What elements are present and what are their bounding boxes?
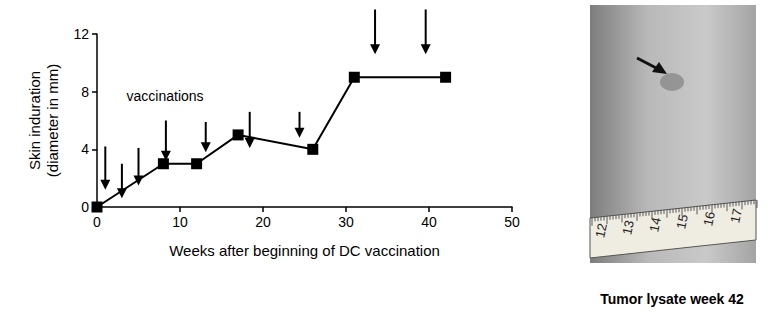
- svg-text:Skin induration: Skin induration: [26, 71, 43, 170]
- svg-text:15: 15: [673, 213, 691, 230]
- svg-text:14: 14: [646, 216, 664, 233]
- svg-text:13: 13: [619, 219, 637, 236]
- svg-text:12: 12: [73, 26, 89, 42]
- svg-text:17: 17: [727, 207, 745, 224]
- svg-text:4: 4: [81, 141, 89, 157]
- svg-text:40: 40: [421, 214, 437, 230]
- svg-text:Tumor lysate week 42: Tumor lysate week 42: [600, 291, 744, 307]
- svg-text:0: 0: [81, 199, 89, 215]
- svg-text:16: 16: [700, 210, 718, 227]
- svg-text:20: 20: [255, 214, 271, 230]
- svg-text:12: 12: [592, 222, 610, 239]
- svg-text:Weeks after beginning of DC va: Weeks after beginning of DC vaccination: [169, 242, 440, 259]
- svg-text:8: 8: [81, 84, 89, 100]
- svg-text:30: 30: [338, 214, 354, 230]
- svg-text:50: 50: [504, 214, 520, 230]
- svg-text:(diameter in mm): (diameter in mm): [44, 64, 61, 177]
- svg-text:10: 10: [172, 214, 188, 230]
- svg-text:vaccinations: vaccinations: [127, 88, 204, 104]
- svg-text:0: 0: [93, 214, 101, 230]
